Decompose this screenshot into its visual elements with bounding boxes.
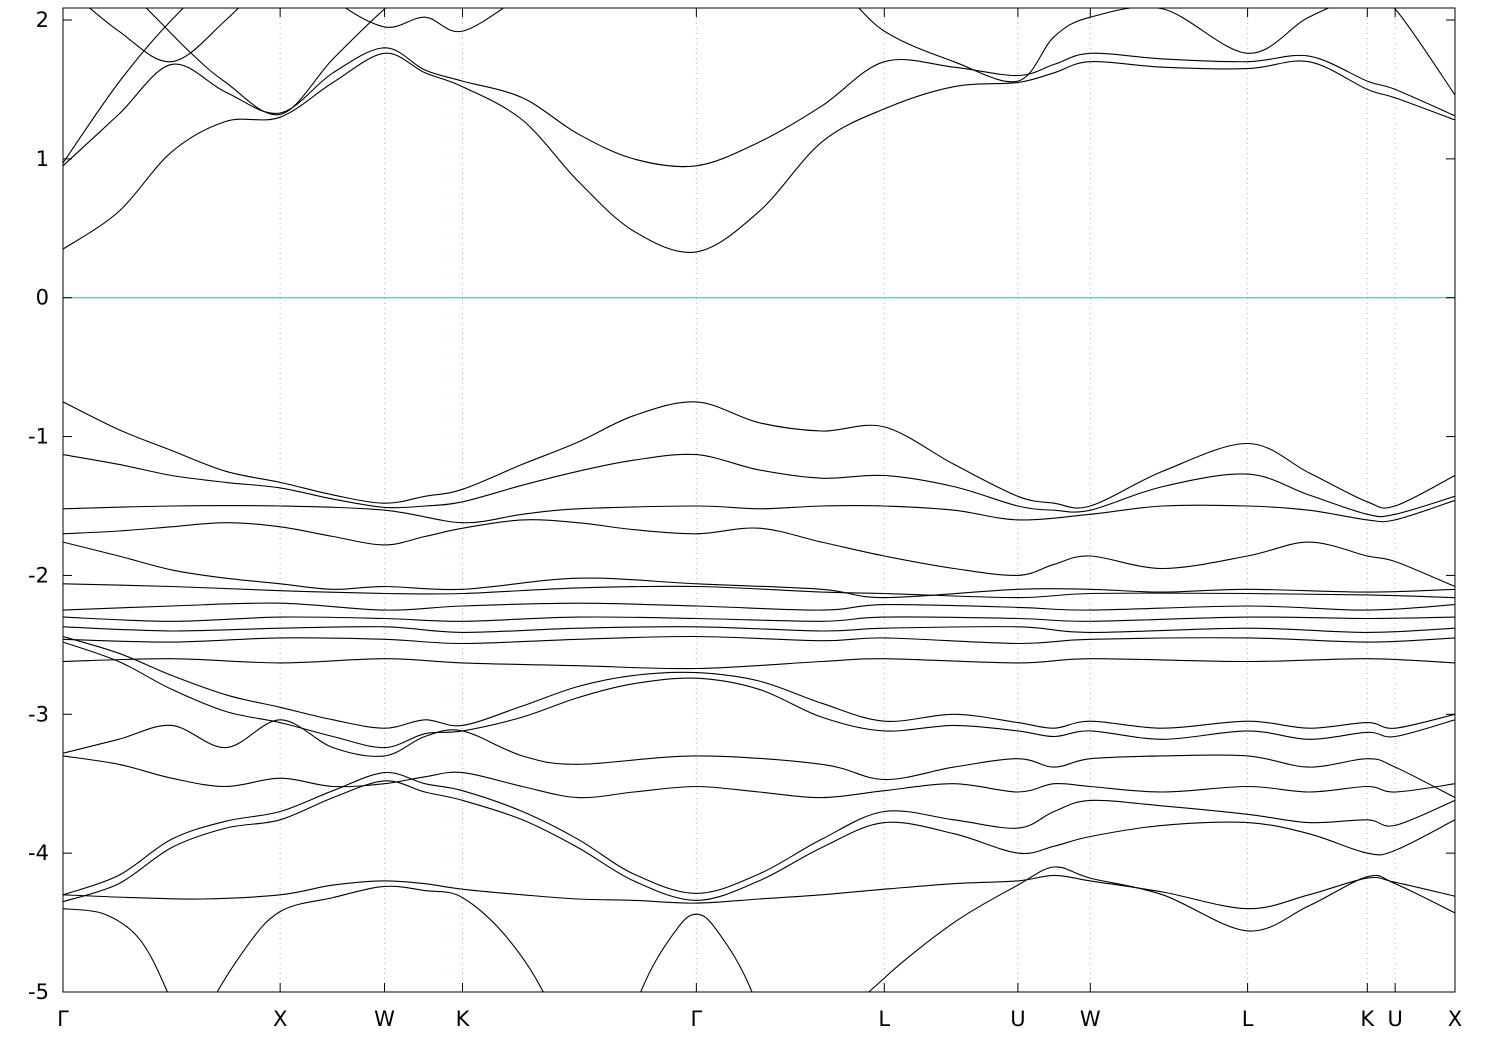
x-tick-label: X xyxy=(273,1007,287,1031)
band-path xyxy=(88,8,240,63)
band-path xyxy=(63,8,1455,164)
band-path xyxy=(63,908,168,992)
y-tick-label: 0 xyxy=(36,286,49,310)
y-tick-label: -5 xyxy=(28,980,49,1004)
band-path xyxy=(63,641,1455,749)
band-path xyxy=(63,519,1455,588)
band-path xyxy=(63,635,1455,645)
band-path xyxy=(63,658,1455,670)
band-path xyxy=(63,541,1455,599)
y-tick-label: 2 xyxy=(36,8,49,32)
x-tick-label: L xyxy=(1242,1007,1254,1031)
band-path xyxy=(63,626,1455,633)
x-tick-label: U xyxy=(1387,1007,1402,1031)
y-axis: 2 1 0 -1 -2 -3 -4 -5 xyxy=(28,8,1455,1004)
x-tick-label: Γ xyxy=(57,1007,69,1031)
band-path xyxy=(63,616,1455,622)
x-tick-label: U xyxy=(1010,1007,1025,1031)
y-tick-label: 1 xyxy=(36,147,49,171)
band-path xyxy=(63,635,1455,729)
band-path xyxy=(63,453,1455,518)
band-path xyxy=(63,755,1455,799)
y-tick-label: -3 xyxy=(28,702,49,726)
band-path xyxy=(63,401,1455,509)
band-path xyxy=(63,47,1455,168)
x-tick-label: L xyxy=(878,1007,890,1031)
x-tick-label: W xyxy=(374,1007,395,1031)
band-path xyxy=(63,780,1455,903)
band-path xyxy=(63,602,1455,611)
band-path xyxy=(63,583,1455,599)
x-tick-label: K xyxy=(1360,1007,1375,1031)
bands-group xyxy=(63,8,1455,992)
band-path xyxy=(867,866,1455,992)
y-tick-label: -2 xyxy=(28,563,49,587)
band-path xyxy=(145,8,387,116)
gridlines xyxy=(279,8,1396,992)
band-path xyxy=(63,874,1455,910)
x-tick-label: X xyxy=(1448,1007,1462,1031)
x-tick-label: W xyxy=(1080,1007,1101,1031)
y-tick-label: -4 xyxy=(28,841,49,865)
x-tick-label: Γ xyxy=(691,1007,703,1031)
x-tick-label: K xyxy=(456,1007,471,1031)
band-path xyxy=(63,52,1455,253)
band-path xyxy=(63,499,1455,524)
band-path xyxy=(63,772,1455,896)
band-path xyxy=(640,913,753,992)
y-tick-label: -1 xyxy=(28,425,49,449)
band-path xyxy=(216,885,544,992)
band-path xyxy=(63,719,1455,799)
axis-border xyxy=(62,7,1456,993)
